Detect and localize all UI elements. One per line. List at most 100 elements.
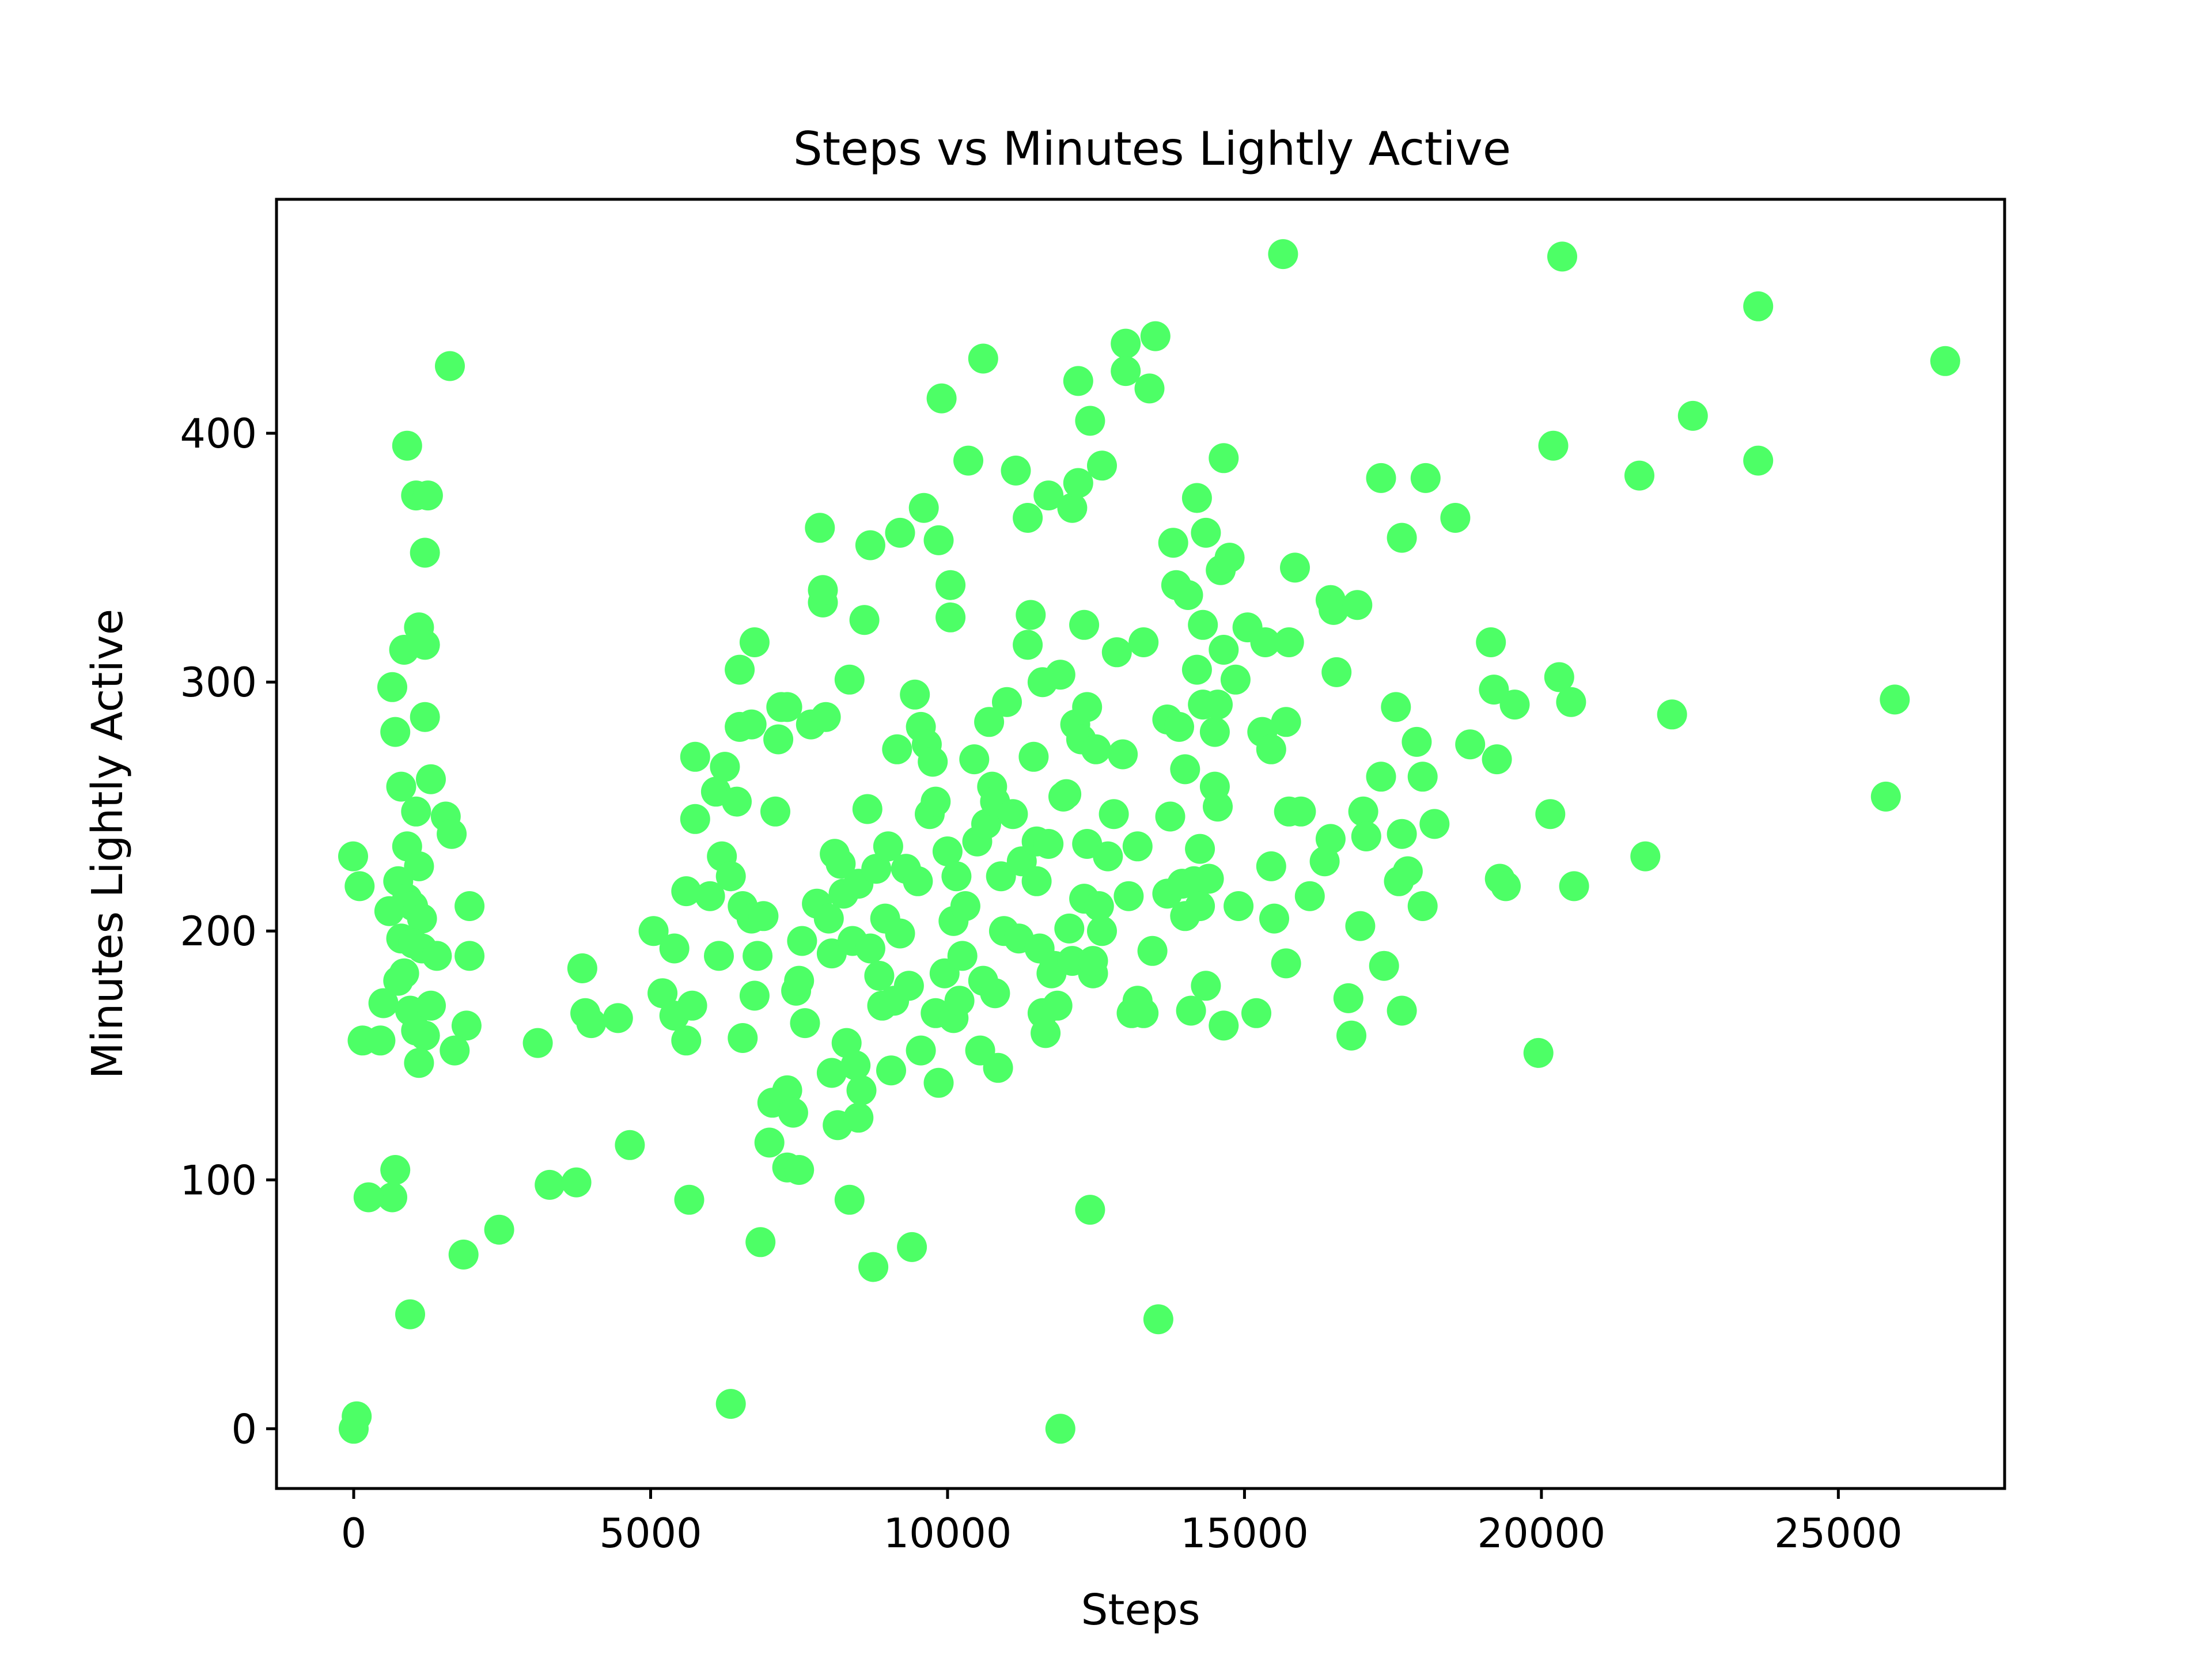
data-point: [1176, 995, 1206, 1026]
data-point: [454, 941, 485, 971]
data-point: [1045, 1414, 1075, 1444]
data-point: [1268, 239, 1298, 270]
data-point: [638, 916, 669, 946]
data-point: [395, 1299, 425, 1330]
data-point: [615, 1130, 645, 1160]
data-point: [947, 941, 978, 971]
data-point: [1042, 990, 1073, 1021]
data-point: [1209, 1010, 1239, 1041]
data-point: [368, 988, 399, 1018]
data-point: [1556, 687, 1586, 717]
data-point: [1137, 935, 1168, 966]
data-point: [1256, 734, 1286, 764]
data-point: [1366, 762, 1396, 792]
y-tick-label: 200: [180, 908, 257, 955]
data-point: [1140, 321, 1171, 351]
data-point: [876, 1055, 906, 1086]
data-point: [1128, 998, 1159, 1028]
data-point: [1407, 891, 1438, 921]
data-point: [944, 986, 975, 1016]
data-point: [1381, 692, 1411, 722]
data-point: [725, 654, 755, 685]
data-point: [401, 796, 431, 827]
data-point: [983, 1052, 1013, 1083]
data-point: [825, 849, 856, 879]
data-point: [855, 530, 885, 560]
data-point: [715, 1389, 746, 1419]
data-point: [1158, 528, 1188, 558]
data-point: [1075, 1195, 1105, 1225]
data-point: [908, 493, 939, 523]
data-point: [1087, 916, 1117, 946]
data-point: [1624, 460, 1654, 491]
data-point: [968, 343, 998, 374]
data-point: [1203, 791, 1233, 822]
data-point: [1021, 866, 1052, 896]
data-point: [763, 724, 794, 755]
data-point: [1016, 600, 1046, 630]
data-point: [1387, 819, 1417, 849]
data-point: [1392, 856, 1423, 887]
data-point: [745, 1227, 776, 1257]
data-point: [1185, 891, 1215, 921]
data-point: [882, 734, 912, 764]
y-tick-label: 300: [180, 659, 257, 706]
data-point: [805, 513, 835, 543]
data-point: [1185, 834, 1215, 864]
data-point: [808, 575, 838, 605]
data-point: [1657, 699, 1687, 730]
data-point: [950, 891, 980, 921]
plot-frame: [275, 198, 2006, 1490]
data-point: [722, 786, 752, 817]
data-point: [1402, 726, 1432, 757]
data-point: [923, 525, 954, 555]
data-point: [715, 861, 746, 892]
data-point: [1134, 373, 1165, 404]
data-point: [831, 1028, 862, 1058]
data-point: [1479, 675, 1509, 705]
data-point: [1013, 630, 1043, 660]
data-point: [926, 383, 957, 414]
data-point: [918, 747, 948, 777]
data-point: [522, 1028, 553, 1058]
data-point: [1407, 762, 1438, 792]
data-point: [1743, 445, 1774, 476]
data-point: [416, 764, 446, 794]
data-point: [1045, 660, 1075, 690]
data-point: [1155, 801, 1185, 832]
data-point: [1031, 1018, 1061, 1048]
data-point: [754, 1127, 785, 1158]
data-point: [998, 799, 1028, 830]
data-point: [980, 978, 1010, 1009]
data-point: [953, 445, 983, 476]
data-point: [1271, 948, 1301, 979]
y-tick-label: 0: [231, 1406, 257, 1453]
data-point: [1209, 443, 1239, 474]
data-point: [900, 679, 930, 710]
y-tick-label: 400: [180, 410, 257, 457]
data-point: [923, 1067, 954, 1098]
data-point: [1336, 1020, 1366, 1051]
data-point: [787, 926, 817, 956]
data-point: [1069, 609, 1100, 640]
data-point: [710, 752, 740, 782]
data-point: [671, 876, 702, 907]
data-point: [454, 891, 485, 921]
data-point: [974, 707, 1005, 737]
data-point: [342, 1401, 372, 1431]
data-point: [1348, 796, 1378, 827]
data-point: [1440, 503, 1471, 533]
data-point: [858, 1252, 889, 1282]
data-point: [1387, 522, 1417, 553]
data-point: [935, 602, 966, 632]
data-point: [647, 978, 678, 1009]
data-point: [677, 990, 707, 1021]
data-point: [1099, 799, 1129, 830]
data-point: [404, 851, 434, 881]
data-point: [885, 517, 915, 548]
data-point: [843, 1103, 874, 1133]
data-point: [864, 961, 895, 991]
data-point: [1122, 831, 1153, 862]
data-point: [1128, 627, 1159, 657]
